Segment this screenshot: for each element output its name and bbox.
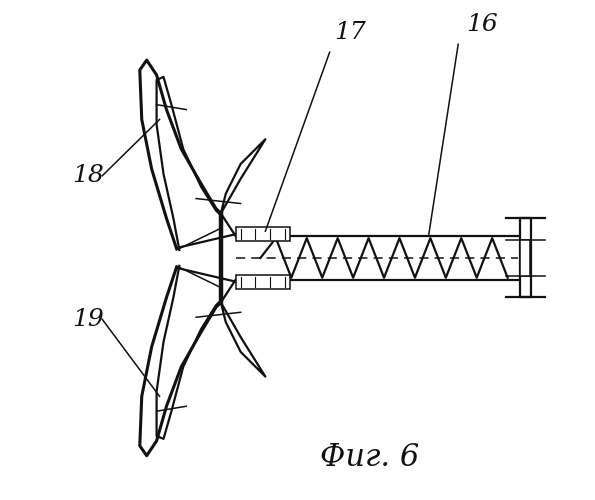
- Bar: [236, 228, 290, 241]
- Text: 16: 16: [466, 14, 498, 36]
- Text: 19: 19: [73, 308, 104, 330]
- Text: Фиг. 6: Фиг. 6: [320, 442, 419, 473]
- Bar: [519, 218, 531, 298]
- Bar: [236, 274, 290, 288]
- Bar: [521, 240, 530, 276]
- Text: 17: 17: [334, 22, 367, 44]
- Text: 18: 18: [73, 164, 104, 188]
